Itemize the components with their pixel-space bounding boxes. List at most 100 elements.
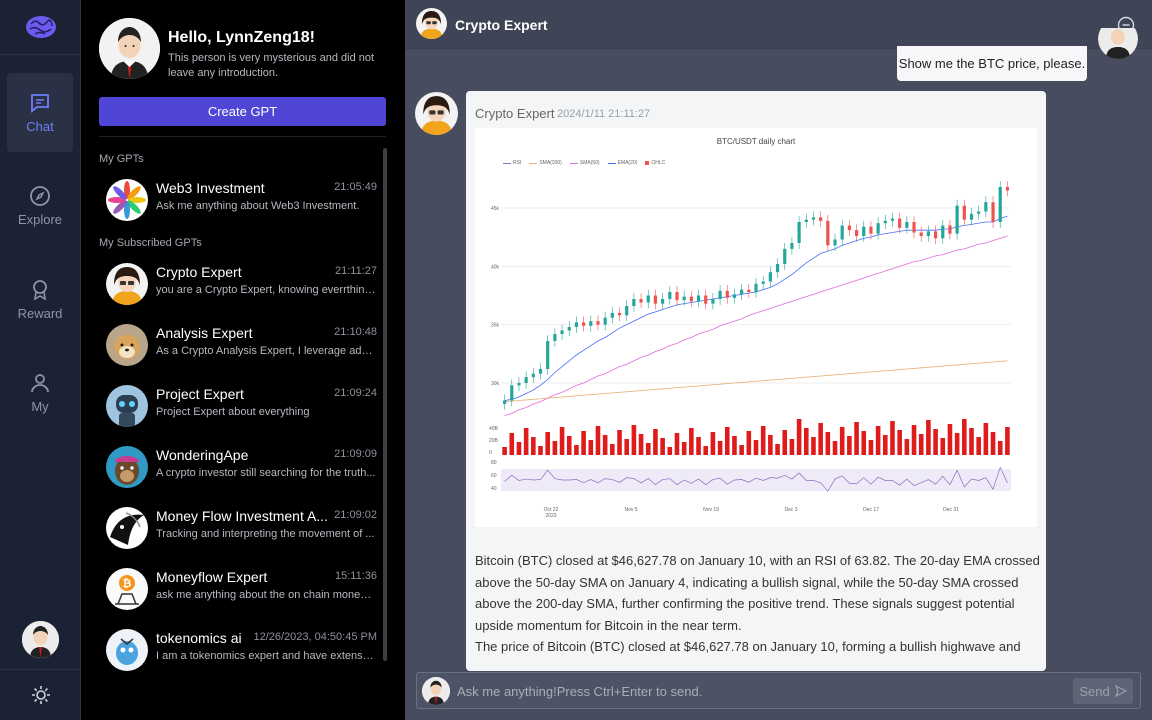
gpt-time: 21:10:48 xyxy=(334,326,377,338)
volume-bar xyxy=(617,430,622,455)
candle-body xyxy=(948,225,952,234)
gpt-item-web3-investment[interactable]: Web3 Investment 21:05:49 Ask me anything… xyxy=(99,172,379,228)
candle-body xyxy=(704,295,708,304)
volume-bar xyxy=(832,441,838,455)
rsi-tick-label: 80 xyxy=(491,460,497,466)
candle-body xyxy=(754,283,758,292)
volume-bar xyxy=(689,428,694,455)
chat-header: Crypto Expert xyxy=(405,0,1152,49)
candle-body xyxy=(682,296,686,301)
volume-bar xyxy=(624,439,630,455)
user-message: Show me the BTC price, please. xyxy=(897,46,1087,81)
volume-bar xyxy=(897,430,902,455)
candle-body xyxy=(804,219,808,222)
gpt-time: 15:11:36 xyxy=(334,570,377,582)
candle-body xyxy=(768,272,772,282)
volume-bar xyxy=(861,431,867,455)
volume-bar xyxy=(538,446,543,455)
brain-logo-icon[interactable] xyxy=(0,0,81,55)
candle-body xyxy=(625,306,629,316)
gpt-time: 21:05:49 xyxy=(334,181,377,193)
legend-sma50: SMA(50) xyxy=(569,160,600,166)
gpt-item-crypto-expert[interactable]: Crypto Expert 21:11:27 you are a Crypto … xyxy=(99,256,379,312)
volume-bar xyxy=(839,427,845,455)
gpt-name: Crypto Expert xyxy=(156,264,242,280)
candle-body xyxy=(969,213,974,220)
btc-chart[interactable]: 30k 35k 40k 45k 40B 20B 0 80 60 40 Oct 22 2023 Nov 5… xyxy=(475,128,1037,527)
candle-body xyxy=(840,225,844,240)
gpt-name: Project Expert xyxy=(156,386,244,402)
volume-bar xyxy=(875,426,881,455)
gpt-name: Web3 Investment xyxy=(156,180,265,196)
rail-label-explore: Explore xyxy=(17,212,63,227)
volume-bar xyxy=(674,433,680,455)
sidebar-scrollbar[interactable] xyxy=(383,148,387,661)
bot-avatar xyxy=(415,92,458,135)
volume-bar xyxy=(588,440,594,455)
candle-body xyxy=(984,202,988,212)
message-input[interactable] xyxy=(457,679,1067,703)
candle-body xyxy=(898,218,902,228)
candle-body xyxy=(955,205,959,234)
volume-bar xyxy=(516,442,522,455)
rail-item-my[interactable]: My xyxy=(7,353,73,432)
candle-body xyxy=(696,295,701,302)
gpt-desc: Ask me anything about Web3 Investment. xyxy=(156,200,360,212)
candle-body xyxy=(905,222,909,228)
volume-bar xyxy=(789,439,795,455)
volume-bar xyxy=(768,435,773,455)
candle-body xyxy=(926,231,930,236)
rail-item-explore[interactable]: Explore xyxy=(7,166,73,245)
gpt-avatar xyxy=(106,324,148,366)
y-tick-label: 35k xyxy=(491,323,500,329)
candle-body xyxy=(790,243,794,249)
volume-bar xyxy=(581,431,586,455)
volume-bar xyxy=(954,433,960,455)
candle-body xyxy=(876,223,880,234)
gpt-item-project-expert[interactable]: Project Expert 21:09:24 Project Expert a… xyxy=(99,378,379,434)
candle-body xyxy=(1005,187,1010,191)
gpt-item-moneyflow-expert[interactable]: ₿ Moneyflow Expert 15:11:36 ask me anyth… xyxy=(99,561,379,617)
candle-body xyxy=(941,225,945,239)
composer-avatar xyxy=(422,677,450,705)
gpt-name: WonderingApe xyxy=(156,447,249,463)
profile-greeting: Hello, LynnZeng18! xyxy=(168,29,315,46)
nav-rail: Chat Explore Reward My xyxy=(0,0,81,720)
gpt-time: 21:09:24 xyxy=(334,387,377,399)
y-tick-label: 40k xyxy=(491,264,500,270)
volume-bar xyxy=(696,437,701,455)
gpt-item-wonderingape[interactable]: WonderingApe 21:09:09 A crypto investor … xyxy=(99,439,379,495)
volume-bar xyxy=(782,430,788,455)
gpt-desc: As a Crypto Analysis Expert, I leverage … xyxy=(156,345,376,357)
volume-bar xyxy=(947,424,953,455)
gpt-item-analysis-expert[interactable]: Analysis Expert 21:10:48 As a Crypto Ana… xyxy=(99,317,379,373)
divider xyxy=(99,136,386,137)
volume-bar xyxy=(710,432,716,455)
gpt-item-tokenomics-ai[interactable]: tokenomics ai 12/26/2023, 04:50:45 PM I … xyxy=(99,622,379,678)
profile-avatar[interactable] xyxy=(99,18,160,79)
chat-panel: Crypto Expert Show me the BTC price, ple… xyxy=(405,0,1152,720)
volume-tick-label: 20B xyxy=(489,438,499,444)
rsi-line xyxy=(504,466,1008,492)
header-avatar xyxy=(416,8,447,39)
rail-item-chat[interactable]: Chat xyxy=(7,73,73,152)
candle-body xyxy=(747,289,751,292)
rsi-tick-label: 60 xyxy=(491,473,497,479)
volume-bar xyxy=(595,426,601,455)
candle-body xyxy=(531,373,535,378)
gpt-item-money-flow-investment[interactable]: Money Flow Investment A... 21:09:02 Trac… xyxy=(99,500,379,556)
user-avatar[interactable] xyxy=(22,621,59,658)
candle-body xyxy=(783,248,787,264)
x-tick-label: Dec 3 xyxy=(784,507,797,513)
volume-bar xyxy=(997,441,1003,455)
volume-bar xyxy=(796,419,802,455)
create-gpt-button[interactable]: Create GPT xyxy=(99,97,386,126)
svg-text:₿: ₿ xyxy=(123,578,132,590)
gpt-time: 21:11:27 xyxy=(334,265,377,277)
theme-toggle[interactable] xyxy=(0,669,81,720)
rsi-band xyxy=(501,469,1011,491)
legend-ema20: EMA(20) xyxy=(607,160,637,166)
send-button[interactable]: Send xyxy=(1073,678,1133,704)
rail-item-reward[interactable]: Reward xyxy=(7,260,73,339)
